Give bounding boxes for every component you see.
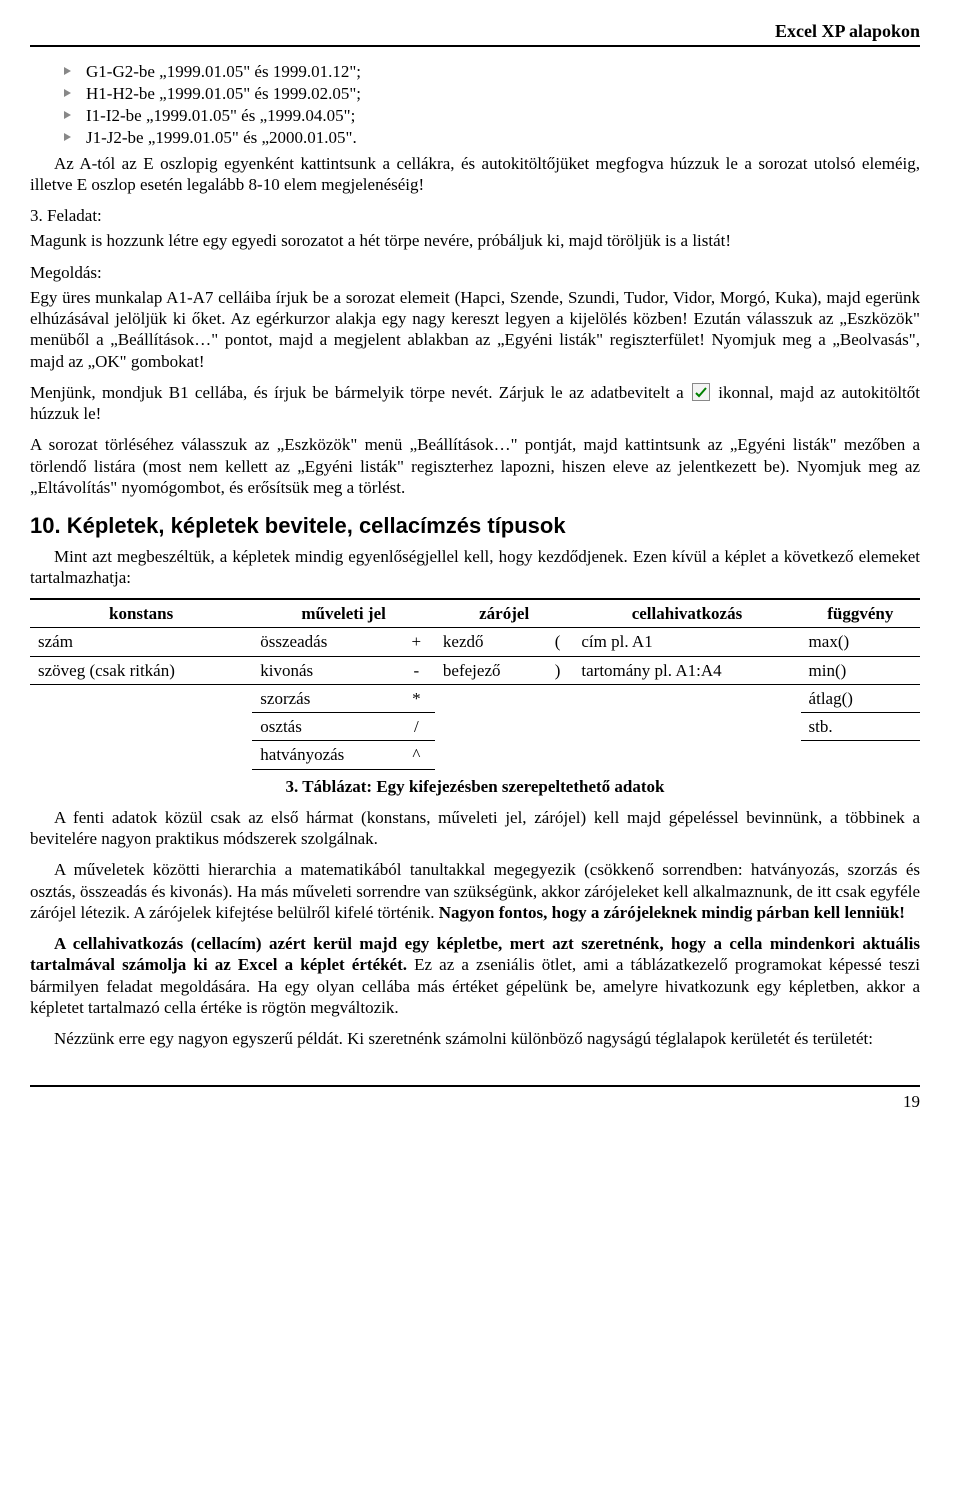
- paragraph: Az A-tól az E oszlopig egyenként kattint…: [30, 153, 920, 196]
- cell: hatványozás: [252, 741, 397, 769]
- footer-rule: [30, 1085, 920, 1087]
- cell: [542, 741, 574, 769]
- solution-label: Megoldás:: [30, 262, 920, 283]
- table-row: szöveg (csak ritkán) kivonás - befejező …: [30, 656, 920, 684]
- cell: szöveg (csak ritkán): [30, 656, 252, 684]
- cell: kivonás: [252, 656, 397, 684]
- paragraph: A fenti adatok közül csak az első hármat…: [30, 807, 920, 850]
- page-header-title: Excel XP alapokon: [30, 20, 920, 43]
- cell: ): [542, 656, 574, 684]
- cell: *: [398, 684, 435, 712]
- paragraph: Egy üres munkalap A1-A7 celláiba írjuk b…: [30, 287, 920, 372]
- table-caption: 3. Táblázat: Egy kifejezésben szerepelte…: [30, 776, 920, 797]
- cell: (: [542, 628, 574, 656]
- column-header: műveleti jel: [252, 599, 435, 628]
- cell: kezdő: [435, 628, 542, 656]
- cell: [435, 741, 542, 769]
- cell: [573, 741, 800, 769]
- cell: [573, 713, 800, 741]
- table-row: hatványozás ^: [30, 741, 920, 769]
- formula-elements-table: konstans műveleti jel zárójel cellahivat…: [30, 598, 920, 770]
- task-text: Magunk is hozzunk létre egy egyedi soroz…: [30, 230, 920, 251]
- table-row: szorzás * átlag(): [30, 684, 920, 712]
- task-number-label: 3. Feladat:: [30, 205, 920, 226]
- paragraph: A cellahivatkozás (cellacím) azért kerül…: [30, 933, 920, 1018]
- cell: [30, 684, 252, 712]
- list-item: G1-G2-be „1999.01.05" és 1999.01.12";: [60, 61, 920, 82]
- paragraph: Mint azt megbeszéltük, a képletek mindig…: [30, 546, 920, 589]
- page-number: 19: [30, 1091, 920, 1112]
- list-item: J1-J2-be „1999.01.05" és „2000.01.05".: [60, 127, 920, 148]
- cell: [30, 741, 252, 769]
- cell: +: [398, 628, 435, 656]
- column-header: függvény: [801, 599, 920, 628]
- page: Excel XP alapokon G1-G2-be „1999.01.05" …: [0, 0, 960, 1493]
- bold-fragment: Nagyon fontos, hogy a zárójeleknek mindi…: [439, 903, 905, 922]
- cell: [435, 713, 542, 741]
- cell: osztás: [252, 713, 397, 741]
- paragraph: Menjünk, mondjuk B1 cellába, és írjuk be…: [30, 382, 920, 425]
- cell: tartomány pl. A1:A4: [573, 656, 800, 684]
- paragraph: Nézzünk erre egy nagyon egyszerű példát.…: [30, 1028, 920, 1049]
- cell: [801, 741, 920, 769]
- column-header: zárójel: [435, 599, 573, 628]
- cell: szorzás: [252, 684, 397, 712]
- cell: stb.: [801, 713, 920, 741]
- cell: [30, 713, 252, 741]
- cell: [573, 684, 800, 712]
- cell: [542, 713, 574, 741]
- cell: [435, 684, 542, 712]
- list-item: H1-H2-be „1999.01.05" és 1999.02.05";: [60, 83, 920, 104]
- date-sequence-list: G1-G2-be „1999.01.05" és 1999.01.12"; H1…: [30, 61, 920, 149]
- cell: cím pl. A1: [573, 628, 800, 656]
- checkmark-icon: [692, 383, 710, 401]
- cell: min(): [801, 656, 920, 684]
- cell: összeadás: [252, 628, 397, 656]
- paragraph: A sorozat törléséhez válasszuk az „Eszkö…: [30, 434, 920, 498]
- cell: átlag(): [801, 684, 920, 712]
- list-item: I1-I2-be „1999.01.05" és „1999.04.05";: [60, 105, 920, 126]
- header-rule: [30, 45, 920, 47]
- cell: [542, 684, 574, 712]
- cell: /: [398, 713, 435, 741]
- text-fragment: Menjünk, mondjuk B1 cellába, és írjuk be…: [30, 383, 690, 402]
- cell: szám: [30, 628, 252, 656]
- cell: -: [398, 656, 435, 684]
- section-heading: 10. Képletek, képletek bevitele, cellací…: [30, 512, 920, 540]
- column-header: cellahivatkozás: [573, 599, 800, 628]
- table-header-row: konstans műveleti jel zárójel cellahivat…: [30, 599, 920, 628]
- cell: ^: [398, 741, 435, 769]
- table-row: osztás / stb.: [30, 713, 920, 741]
- cell: max(): [801, 628, 920, 656]
- paragraph: A műveletek közötti hierarchia a matemat…: [30, 859, 920, 923]
- table-row: szám összeadás + kezdő ( cím pl. A1 max(…: [30, 628, 920, 656]
- cell: befejező: [435, 656, 542, 684]
- column-header: konstans: [30, 599, 252, 628]
